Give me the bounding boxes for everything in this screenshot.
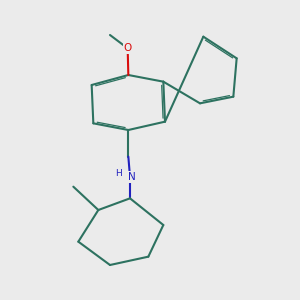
Text: N: N [128, 172, 135, 182]
Text: H: H [115, 169, 122, 178]
Text: O: O [124, 43, 132, 53]
